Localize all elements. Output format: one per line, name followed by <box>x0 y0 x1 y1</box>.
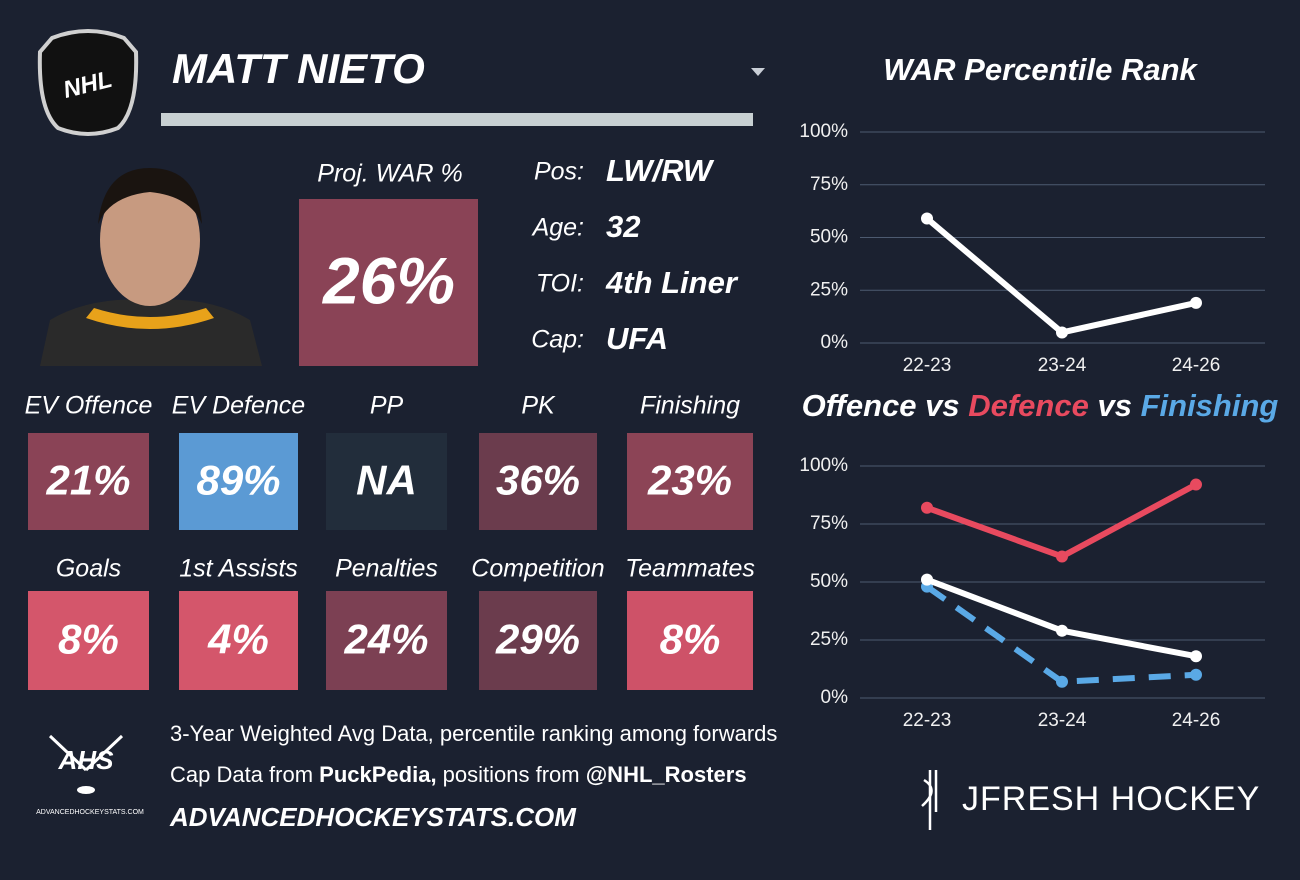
footer-text: Cap Data from <box>170 762 319 787</box>
tile <box>179 433 298 530</box>
y-tick-label: 100% <box>799 455 848 476</box>
ahs-logo-site: ADVANCEDHOCKEYSTATS.COM <box>36 809 144 816</box>
point <box>921 212 933 225</box>
ahs-logo-text: AHS <box>58 745 115 775</box>
tile <box>326 433 447 530</box>
chart-title: WAR Percentile Rank <box>883 52 1198 87</box>
info-label: Cap: <box>531 326 584 354</box>
league-logo: NHL <box>37 29 139 136</box>
tile <box>179 591 298 690</box>
info-value: 32 <box>606 209 640 244</box>
tile-label: Competition <box>471 555 604 583</box>
point <box>1056 326 1068 339</box>
title-part: Finishing <box>1141 388 1279 423</box>
tile-value: 36% <box>496 457 580 504</box>
tile <box>627 591 753 690</box>
tile-label: Finishing <box>640 392 740 420</box>
tile-label: Goals <box>56 555 121 583</box>
point <box>921 501 933 514</box>
tile-label: Teammates <box>625 555 755 583</box>
tile-value: 24% <box>343 616 428 663</box>
point <box>1190 650 1202 663</box>
x-tick-label: 22-23 <box>903 710 952 731</box>
info-list: Pos: LW/RW Age: 32 TOI: 4th Liner Cap: UFA <box>531 153 739 356</box>
tile-value: 29% <box>495 616 580 663</box>
x-tick-label: 23-24 <box>1038 710 1087 731</box>
tile <box>326 591 447 690</box>
tile-label: PP <box>370 392 404 420</box>
point <box>1190 478 1202 491</box>
tile <box>479 433 597 530</box>
y-tick-label: 75% <box>810 174 848 195</box>
y-tick-label: 25% <box>810 629 848 650</box>
point <box>1056 550 1068 563</box>
y-tick-label: 0% <box>821 332 849 353</box>
tile-value: 8% <box>58 616 119 663</box>
proj-value: 26% <box>321 243 455 317</box>
info-value: 4th Liner <box>605 265 739 300</box>
info-label: TOI: <box>536 270 584 298</box>
footer-line: Cap Data from PuckPedia, positions from … <box>170 762 747 787</box>
tile <box>627 433 753 530</box>
point <box>921 573 933 586</box>
info-label: Age: <box>531 214 584 242</box>
point <box>1056 624 1068 637</box>
proj-label: Proj. WAR % <box>317 160 462 188</box>
stat-tiles: EV Offence 21% EV Defence 89% PP NA PK 36% Finis… <box>25 392 755 690</box>
tile-label: 1st Assists <box>179 555 298 583</box>
y-tick-label: 75% <box>810 513 848 534</box>
info-value: UFA <box>606 321 668 356</box>
chart: WAR Percentile Rank 0% 25% 50% 75% 100% 22-23 2… <box>799 52 1265 376</box>
tile-value: 23% <box>647 457 732 504</box>
tile-value: 4% <box>207 616 269 663</box>
title-part: vs <box>1097 388 1131 423</box>
footer-text: positions from <box>437 762 586 787</box>
title-part: vs <box>925 388 959 423</box>
point <box>1056 675 1068 688</box>
tile-label: Penalties <box>335 555 438 583</box>
tile-value: 89% <box>196 457 280 504</box>
point <box>1190 296 1202 309</box>
info-value: LW/RW <box>606 153 715 188</box>
y-tick-label: 0% <box>821 687 849 708</box>
ahs-logo: AHS ADVANCEDHOCKEYSTATS.COM <box>36 734 144 816</box>
tile-value: NA <box>356 457 417 504</box>
dropdown-arrow[interactable] <box>751 68 765 76</box>
info-label: Pos: <box>534 158 584 186</box>
proj-tile <box>299 199 478 366</box>
footer-site: ADVANCEDHOCKEYSTATS.COM <box>169 802 577 832</box>
point <box>1190 668 1202 681</box>
player-name: MATT NIETO <box>172 45 425 92</box>
y-tick-label: 50% <box>810 571 848 592</box>
chart-title: Offence vs Defence vs Finishing <box>802 388 1279 423</box>
jfresh-text: JFRESH HOCKEY <box>962 780 1260 818</box>
tile-value: 8% <box>660 616 721 663</box>
y-tick-label: 50% <box>810 227 848 248</box>
tile-label: PK <box>521 392 556 420</box>
footer-line: 3-Year Weighted Avg Data, percentile ran… <box>170 721 777 746</box>
chart: Offence vs Defence vs Finishing 0% 25% 50% 7… <box>799 388 1278 731</box>
x-tick-label: 23-24 <box>1038 355 1087 376</box>
footer-text: @NHL_Rosters <box>586 762 747 787</box>
tile-label: EV Offence <box>25 392 153 420</box>
x-tick-label: 24-26 <box>1172 355 1221 376</box>
tile <box>479 591 597 690</box>
tile-value: 21% <box>45 457 130 504</box>
x-tick-label: 24-26 <box>1172 710 1221 731</box>
x-tick-label: 22-23 <box>903 355 952 376</box>
tile-label: EV Defence <box>172 392 305 420</box>
charts: WAR Percentile Rank 0% 25% 50% 75% 100% 22-23 2… <box>799 52 1278 731</box>
title-part: Offence <box>802 388 917 423</box>
jfresh-logo: JFRESH HOCKEY <box>921 770 1260 830</box>
tile <box>28 591 149 690</box>
tile <box>28 433 149 530</box>
footer-text: PuckPedia, <box>319 762 436 787</box>
y-tick-label: 25% <box>810 279 848 300</box>
player-photo <box>38 163 262 366</box>
y-tick-label: 100% <box>799 121 848 142</box>
name-underline <box>161 113 753 126</box>
title-part: Defence <box>968 388 1089 423</box>
